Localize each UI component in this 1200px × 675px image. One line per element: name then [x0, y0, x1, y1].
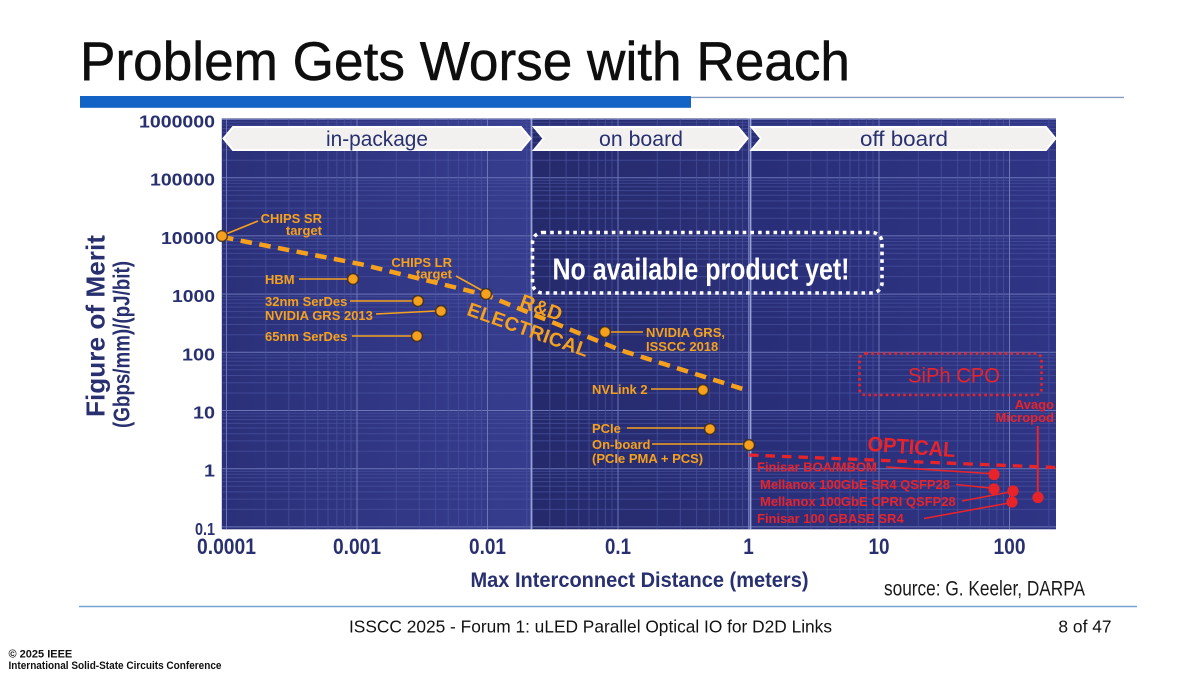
svg-text:On-board: On-board	[592, 437, 651, 452]
svg-text:1000: 1000	[172, 286, 215, 306]
svg-text:Finisar BOA/MBOM: Finisar BOA/MBOM	[757, 460, 877, 475]
svg-text:(PCIe PMA + PCS): (PCIe PMA + PCS)	[592, 451, 703, 466]
svg-text:100: 100	[994, 534, 1026, 559]
svg-text:International Solid-State Circ: International Solid-State Circuits Confe…	[9, 660, 222, 672]
svg-text:ISSCC 2018: ISSCC 2018	[646, 339, 718, 354]
svg-text:NVIDIA GRS 2013: NVIDIA GRS 2013	[265, 308, 373, 323]
svg-text:0.1: 0.1	[195, 519, 215, 539]
svg-text:1: 1	[204, 461, 215, 481]
svg-text:100: 100	[182, 344, 215, 364]
svg-text:(Gbps/mm)/(pJ/bit): (Gbps/mm)/(pJ/bit)	[109, 261, 135, 428]
svg-text:in-package: in-package	[326, 128, 428, 151]
svg-text:Micropod: Micropod	[996, 410, 1055, 425]
svg-text:32nm SerDes: 32nm SerDes	[265, 294, 347, 309]
svg-text:100000: 100000	[150, 170, 215, 190]
svg-text:Problem Gets Worse with Reach: Problem Gets Worse with Reach	[80, 31, 850, 92]
svg-text:10: 10	[869, 534, 890, 559]
svg-text:0.001: 0.001	[333, 534, 381, 559]
svg-text:0.01: 0.01	[469, 534, 506, 559]
svg-text:off board: off board	[860, 128, 948, 151]
svg-text:target: target	[416, 267, 453, 282]
svg-text:65nm SerDes: 65nm SerDes	[265, 329, 347, 344]
svg-text:0.1: 0.1	[605, 534, 631, 559]
svg-text:SiPh CPO: SiPh CPO	[908, 364, 1000, 388]
svg-text:Max Interconnect Distance (met: Max Interconnect Distance (meters)	[471, 568, 809, 592]
svg-text:CHIPS LR: CHIPS LR	[391, 255, 452, 270]
svg-text:HBM: HBM	[265, 272, 295, 287]
svg-text:1: 1	[743, 534, 754, 559]
svg-text:© 2025 IEEE: © 2025 IEEE	[9, 649, 73, 661]
svg-text:10: 10	[193, 403, 215, 423]
svg-text:NVLink 2: NVLink 2	[592, 382, 648, 397]
svg-text:Mellanox 100GbE SR4 QSFP28: Mellanox 100GbE SR4 QSFP28	[760, 477, 950, 492]
svg-text:PCIe: PCIe	[592, 421, 621, 436]
svg-text:10000: 10000	[161, 228, 215, 248]
svg-text:on board: on board	[599, 128, 683, 151]
svg-text:Avago: Avago	[1015, 397, 1054, 412]
svg-text:Finisar 100 GBASE SR4: Finisar 100 GBASE SR4	[757, 511, 904, 526]
svg-text:No available product yet!: No available product yet!	[553, 252, 850, 287]
svg-text:Figure of Merit: Figure of Merit	[81, 235, 111, 417]
svg-text:ISSCC 2025 - Forum 1: uLED Par: ISSCC 2025 - Forum 1: uLED Parallel Opti…	[349, 617, 832, 637]
svg-text:8 of 47: 8 of 47	[1058, 617, 1111, 637]
svg-text:NVIDIA GRS,: NVIDIA GRS,	[646, 325, 725, 340]
svg-text:0.0001: 0.0001	[197, 534, 256, 559]
svg-text:1000000: 1000000	[139, 112, 215, 132]
svg-text:source: G. Keeler, DARPA: source: G. Keeler, DARPA	[884, 578, 1085, 601]
svg-text:CHIPS SR: CHIPS SR	[261, 211, 323, 226]
svg-text:Mellanox 100GbE CPRI QSFP28: Mellanox 100GbE CPRI QSFP28	[760, 494, 956, 509]
svg-text:target: target	[286, 223, 323, 238]
